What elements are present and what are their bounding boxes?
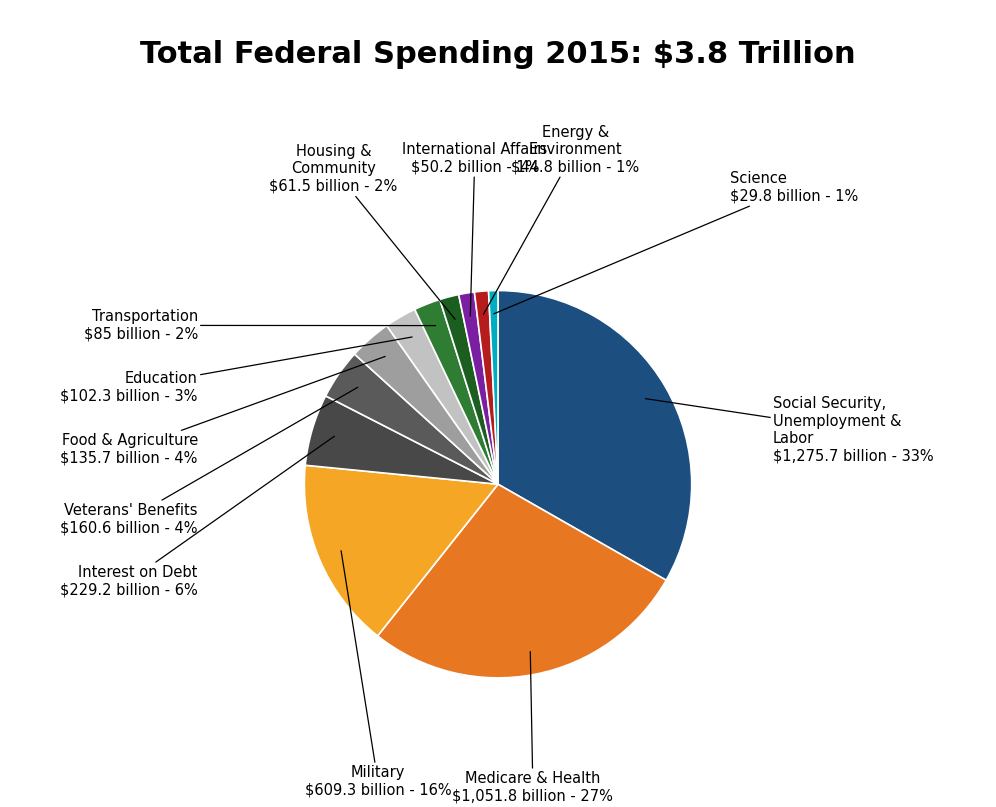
- Text: Veterans' Benefits
$160.6 billion - 4%: Veterans' Benefits $160.6 billion - 4%: [61, 387, 358, 535]
- Text: International Affairs
$50.2 billion - 1%: International Affairs $50.2 billion - 1%: [402, 142, 548, 316]
- Text: Interest on Debt
$229.2 billion - 6%: Interest on Debt $229.2 billion - 6%: [60, 436, 335, 597]
- Text: Social Security,
Unemployment &
Labor
$1,275.7 billion - 33%: Social Security, Unemployment & Labor $1…: [645, 396, 933, 463]
- Wedge shape: [459, 292, 498, 484]
- Wedge shape: [386, 309, 498, 484]
- Text: Military
$609.3 billion - 16%: Military $609.3 billion - 16%: [305, 550, 451, 797]
- Text: Total Federal Spending 2015: $3.8 Trillion: Total Federal Spending 2015: $3.8 Trilli…: [140, 40, 856, 69]
- Wedge shape: [305, 465, 498, 636]
- Wedge shape: [414, 299, 498, 484]
- Wedge shape: [474, 291, 498, 484]
- Text: Energy &
Environment
$44.8 billion - 1%: Energy & Environment $44.8 billion - 1%: [483, 124, 639, 315]
- Wedge shape: [326, 354, 498, 484]
- Wedge shape: [489, 291, 498, 484]
- Text: Medicare & Health
$1,051.8 billion - 27%: Medicare & Health $1,051.8 billion - 27%: [452, 651, 614, 803]
- Wedge shape: [377, 484, 666, 678]
- Wedge shape: [355, 326, 498, 484]
- Text: Housing &
Community
$61.5 billion - 2%: Housing & Community $61.5 billion - 2%: [269, 144, 455, 320]
- Text: Science
$29.8 billion - 1%: Science $29.8 billion - 1%: [494, 171, 859, 314]
- Text: Food & Agriculture
$135.7 billion - 4%: Food & Agriculture $135.7 billion - 4%: [61, 357, 385, 466]
- Text: Transportation
$85 billion - 2%: Transportation $85 billion - 2%: [84, 309, 435, 341]
- Text: Education
$102.3 billion - 3%: Education $102.3 billion - 3%: [61, 337, 412, 404]
- Wedge shape: [440, 295, 498, 484]
- Wedge shape: [305, 396, 498, 484]
- Wedge shape: [498, 291, 691, 580]
